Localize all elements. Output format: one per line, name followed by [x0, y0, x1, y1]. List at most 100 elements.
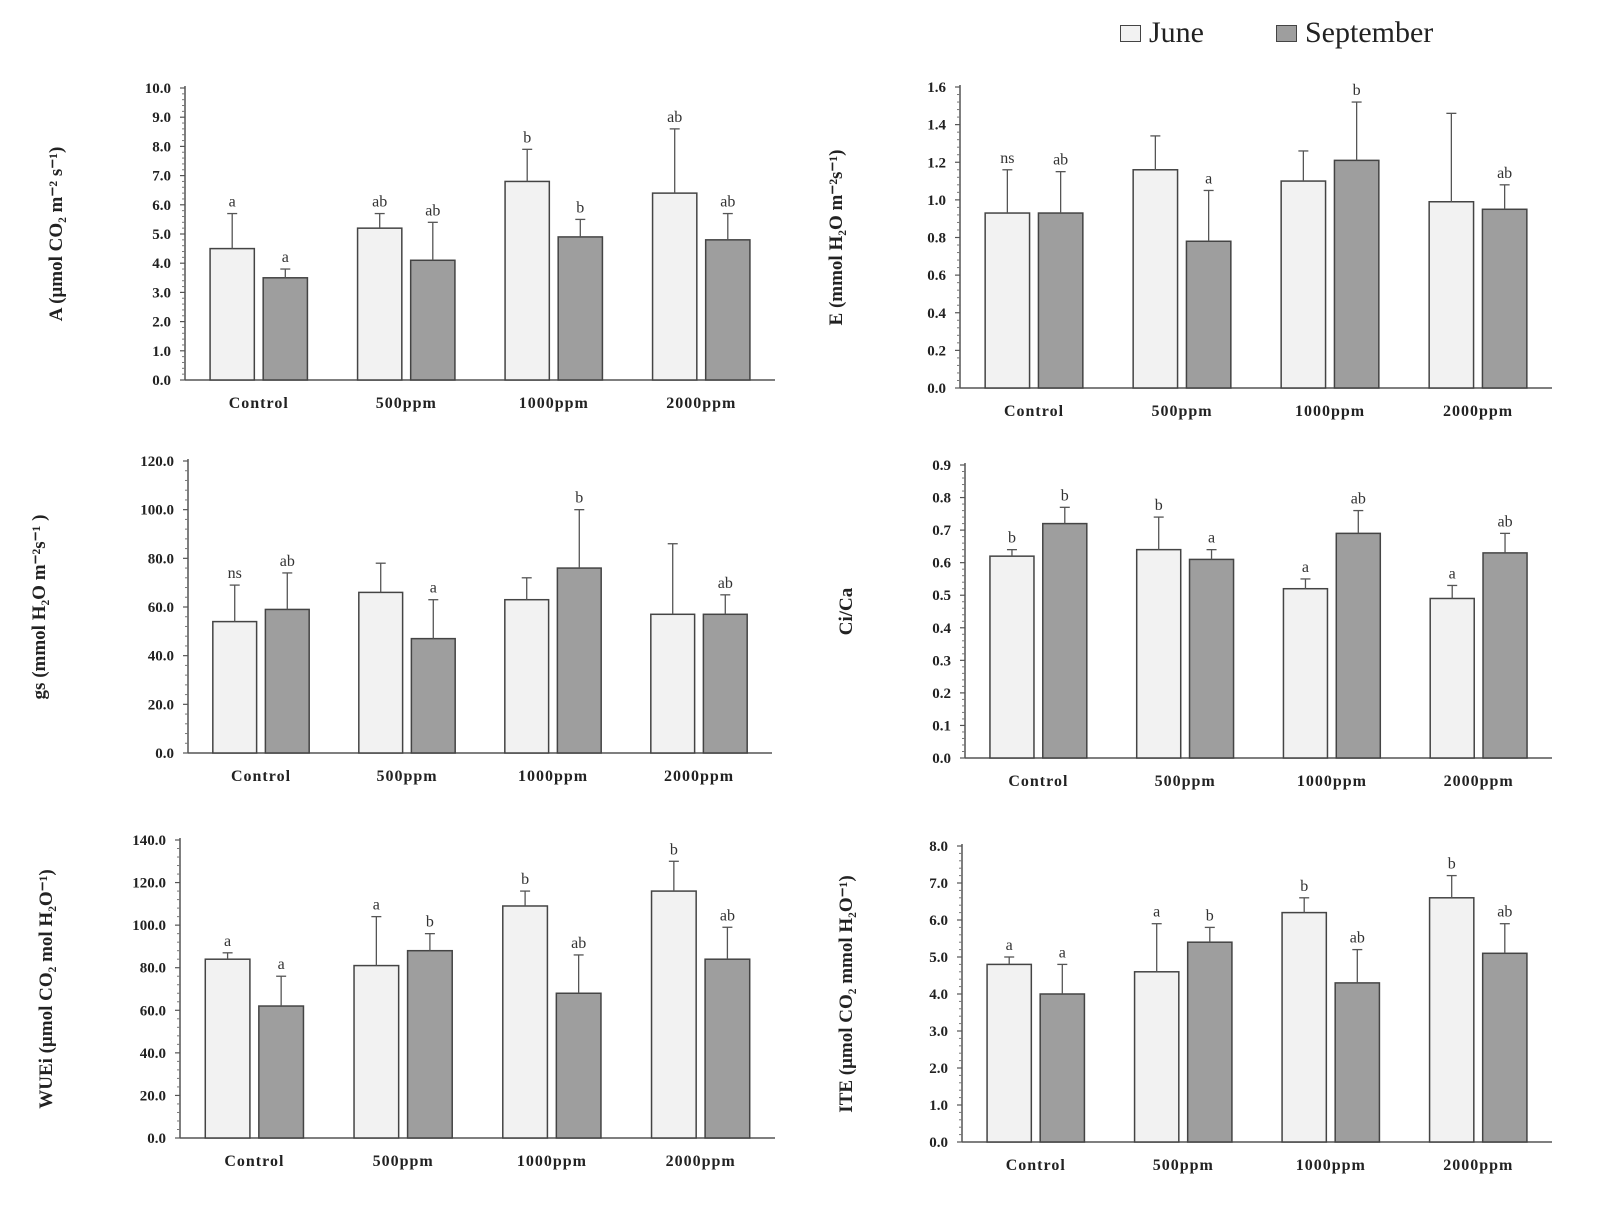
y-tick-label: 1.0 — [152, 344, 171, 360]
bar-september-500ppm — [1188, 558, 1235, 759]
x-tick-label: 2000ppm — [1443, 403, 1513, 420]
significance-label: ab — [1053, 152, 1068, 169]
y-tick-label: 80.0 — [140, 961, 166, 977]
bar-september-500ppm — [410, 637, 456, 754]
significance-label: a — [1449, 565, 1456, 582]
x-tick-label: Control — [1006, 1157, 1066, 1174]
y-tick-label: 0.6 — [927, 268, 946, 284]
chart-photosynthesis: 0.0 1.0 2.0 3.0 4.0 5.0 6.0 7.0 8.0 9.0 10.0 A (μmo… — [46, 81, 775, 412]
bar-june-1000ppm — [1282, 587, 1329, 759]
x-tick-label: 1000ppm — [1295, 403, 1365, 420]
bar-june-500ppm — [356, 227, 403, 381]
significance-label: ab — [372, 194, 387, 211]
significance-label: b — [1448, 856, 1456, 873]
y-tick-label: 5.0 — [152, 227, 171, 243]
significance-label: a — [1006, 937, 1013, 954]
bar-june-2000ppm — [1429, 597, 1475, 759]
bar-september-2000ppm — [1481, 208, 1528, 389]
y-tick-label: 8.0 — [929, 839, 948, 855]
bar-september-500ppm — [1185, 240, 1232, 389]
x-tick-label: 1000ppm — [518, 768, 588, 785]
y-tick-label: 10.0 — [145, 81, 171, 97]
significance-label: b — [523, 129, 531, 146]
bar-june-control — [984, 212, 1031, 389]
y-tick-label: 100.0 — [132, 918, 166, 934]
legend-label-june: June — [1149, 16, 1204, 49]
y-tick-label: 7.0 — [152, 169, 171, 185]
y-tick-label: 0.0 — [155, 746, 174, 762]
bar-september-1000ppm — [555, 992, 602, 1139]
y-tick-label: 0.0 — [929, 1135, 948, 1151]
y-tick-label: 0.4 — [927, 306, 946, 322]
y-axis-label: Ci/Ca — [836, 587, 857, 635]
bar-september-2000ppm — [704, 239, 751, 381]
significance-label: b — [1300, 878, 1308, 895]
bar-june-2000ppm — [1428, 201, 1475, 389]
y-axis-label: gs (mmol H₂O m⁻²s⁻¹ ) — [29, 515, 50, 700]
significance-label: ab — [1350, 930, 1365, 947]
bar-june-1000ppm — [504, 598, 550, 754]
bar-june-control — [989, 555, 1035, 759]
y-tick-label: 0.9 — [932, 458, 951, 474]
bar-june-control — [986, 963, 1033, 1143]
y-axis-label: A (μmol CO₂ m⁻² s⁻¹) — [46, 147, 67, 322]
significance-label: ab — [1351, 491, 1366, 508]
y-tick-label: 0.8 — [927, 231, 946, 247]
x-tick-label: 500ppm — [1151, 403, 1212, 420]
y-tick-label: 1.4 — [927, 118, 946, 134]
y-tick-label: 40.0 — [148, 649, 174, 665]
y-tick-label: 100.0 — [140, 503, 174, 519]
bar-june-1000ppm — [1281, 911, 1328, 1143]
y-tick-label: 0.4 — [932, 621, 951, 637]
bar-september-500ppm — [1186, 941, 1233, 1143]
y-tick-label: 0.7 — [932, 523, 951, 539]
y-tick-label: 0.2 — [927, 343, 946, 359]
y-tick-label: 20.0 — [148, 697, 174, 713]
bar-september-1000ppm — [557, 236, 604, 381]
bar-september-control — [262, 277, 309, 381]
bar-september-1000ppm — [1333, 159, 1380, 389]
significance-label: b — [426, 914, 434, 931]
y-tick-label: 2.0 — [152, 315, 171, 331]
y-tick-label: 1.6 — [927, 80, 946, 96]
y-tick-label: 6.0 — [152, 198, 171, 214]
significance-label: b — [1008, 530, 1016, 547]
legend-item-june: June — [1120, 16, 1204, 50]
legend: June September — [1120, 16, 1433, 50]
x-tick-label: Control — [229, 395, 289, 412]
y-tick-label: 4.0 — [929, 987, 948, 1003]
bar-june-2000ppm — [651, 192, 698, 381]
chart-wuei: 0.0 20.0 40.0 60.0 80.0 100.0 120.0 140.0 WUEi (… — [36, 833, 775, 1170]
y-tick-label: 0.0 — [147, 1131, 166, 1147]
significance-label: a — [373, 897, 380, 914]
significance-label: ns — [228, 565, 242, 582]
significance-label: b — [670, 841, 678, 858]
significance-label: ab — [718, 575, 733, 592]
y-tick-label: 0.0 — [932, 751, 951, 767]
x-tick-label: Control — [1004, 403, 1064, 420]
significance-label: a — [1153, 904, 1160, 921]
y-tick-label: 1.2 — [927, 155, 946, 171]
significance-label: b — [1206, 907, 1214, 924]
y-tick-label: 6.0 — [929, 913, 948, 929]
bar-september-1000ppm — [1334, 982, 1381, 1143]
y-tick-label: 3.0 — [929, 1024, 948, 1040]
significance-label: a — [229, 194, 236, 211]
bar-september-2000ppm — [702, 613, 748, 754]
significance-label: b — [1061, 487, 1069, 504]
bar-june-control — [209, 247, 256, 381]
legend-swatch-june — [1120, 24, 1141, 42]
significance-label: b — [576, 199, 584, 216]
significance-label: a — [278, 956, 285, 973]
y-axis-label: ITE (μmol CO₂ mmol H₂O⁻¹) — [836, 875, 857, 1112]
significance-label: b — [1353, 82, 1361, 99]
y-tick-label: 8.0 — [152, 139, 171, 155]
bar-june-control — [212, 620, 258, 754]
bar-june-control — [204, 958, 251, 1139]
x-tick-label: 1000ppm — [1296, 1157, 1366, 1174]
y-tick-label: 60.0 — [148, 600, 174, 616]
y-tick-label: 40.0 — [140, 1046, 166, 1062]
y-tick-label: 60.0 — [140, 1003, 166, 1019]
y-tick-label: 120.0 — [132, 876, 166, 892]
x-tick-label: 2000ppm — [666, 1153, 736, 1170]
